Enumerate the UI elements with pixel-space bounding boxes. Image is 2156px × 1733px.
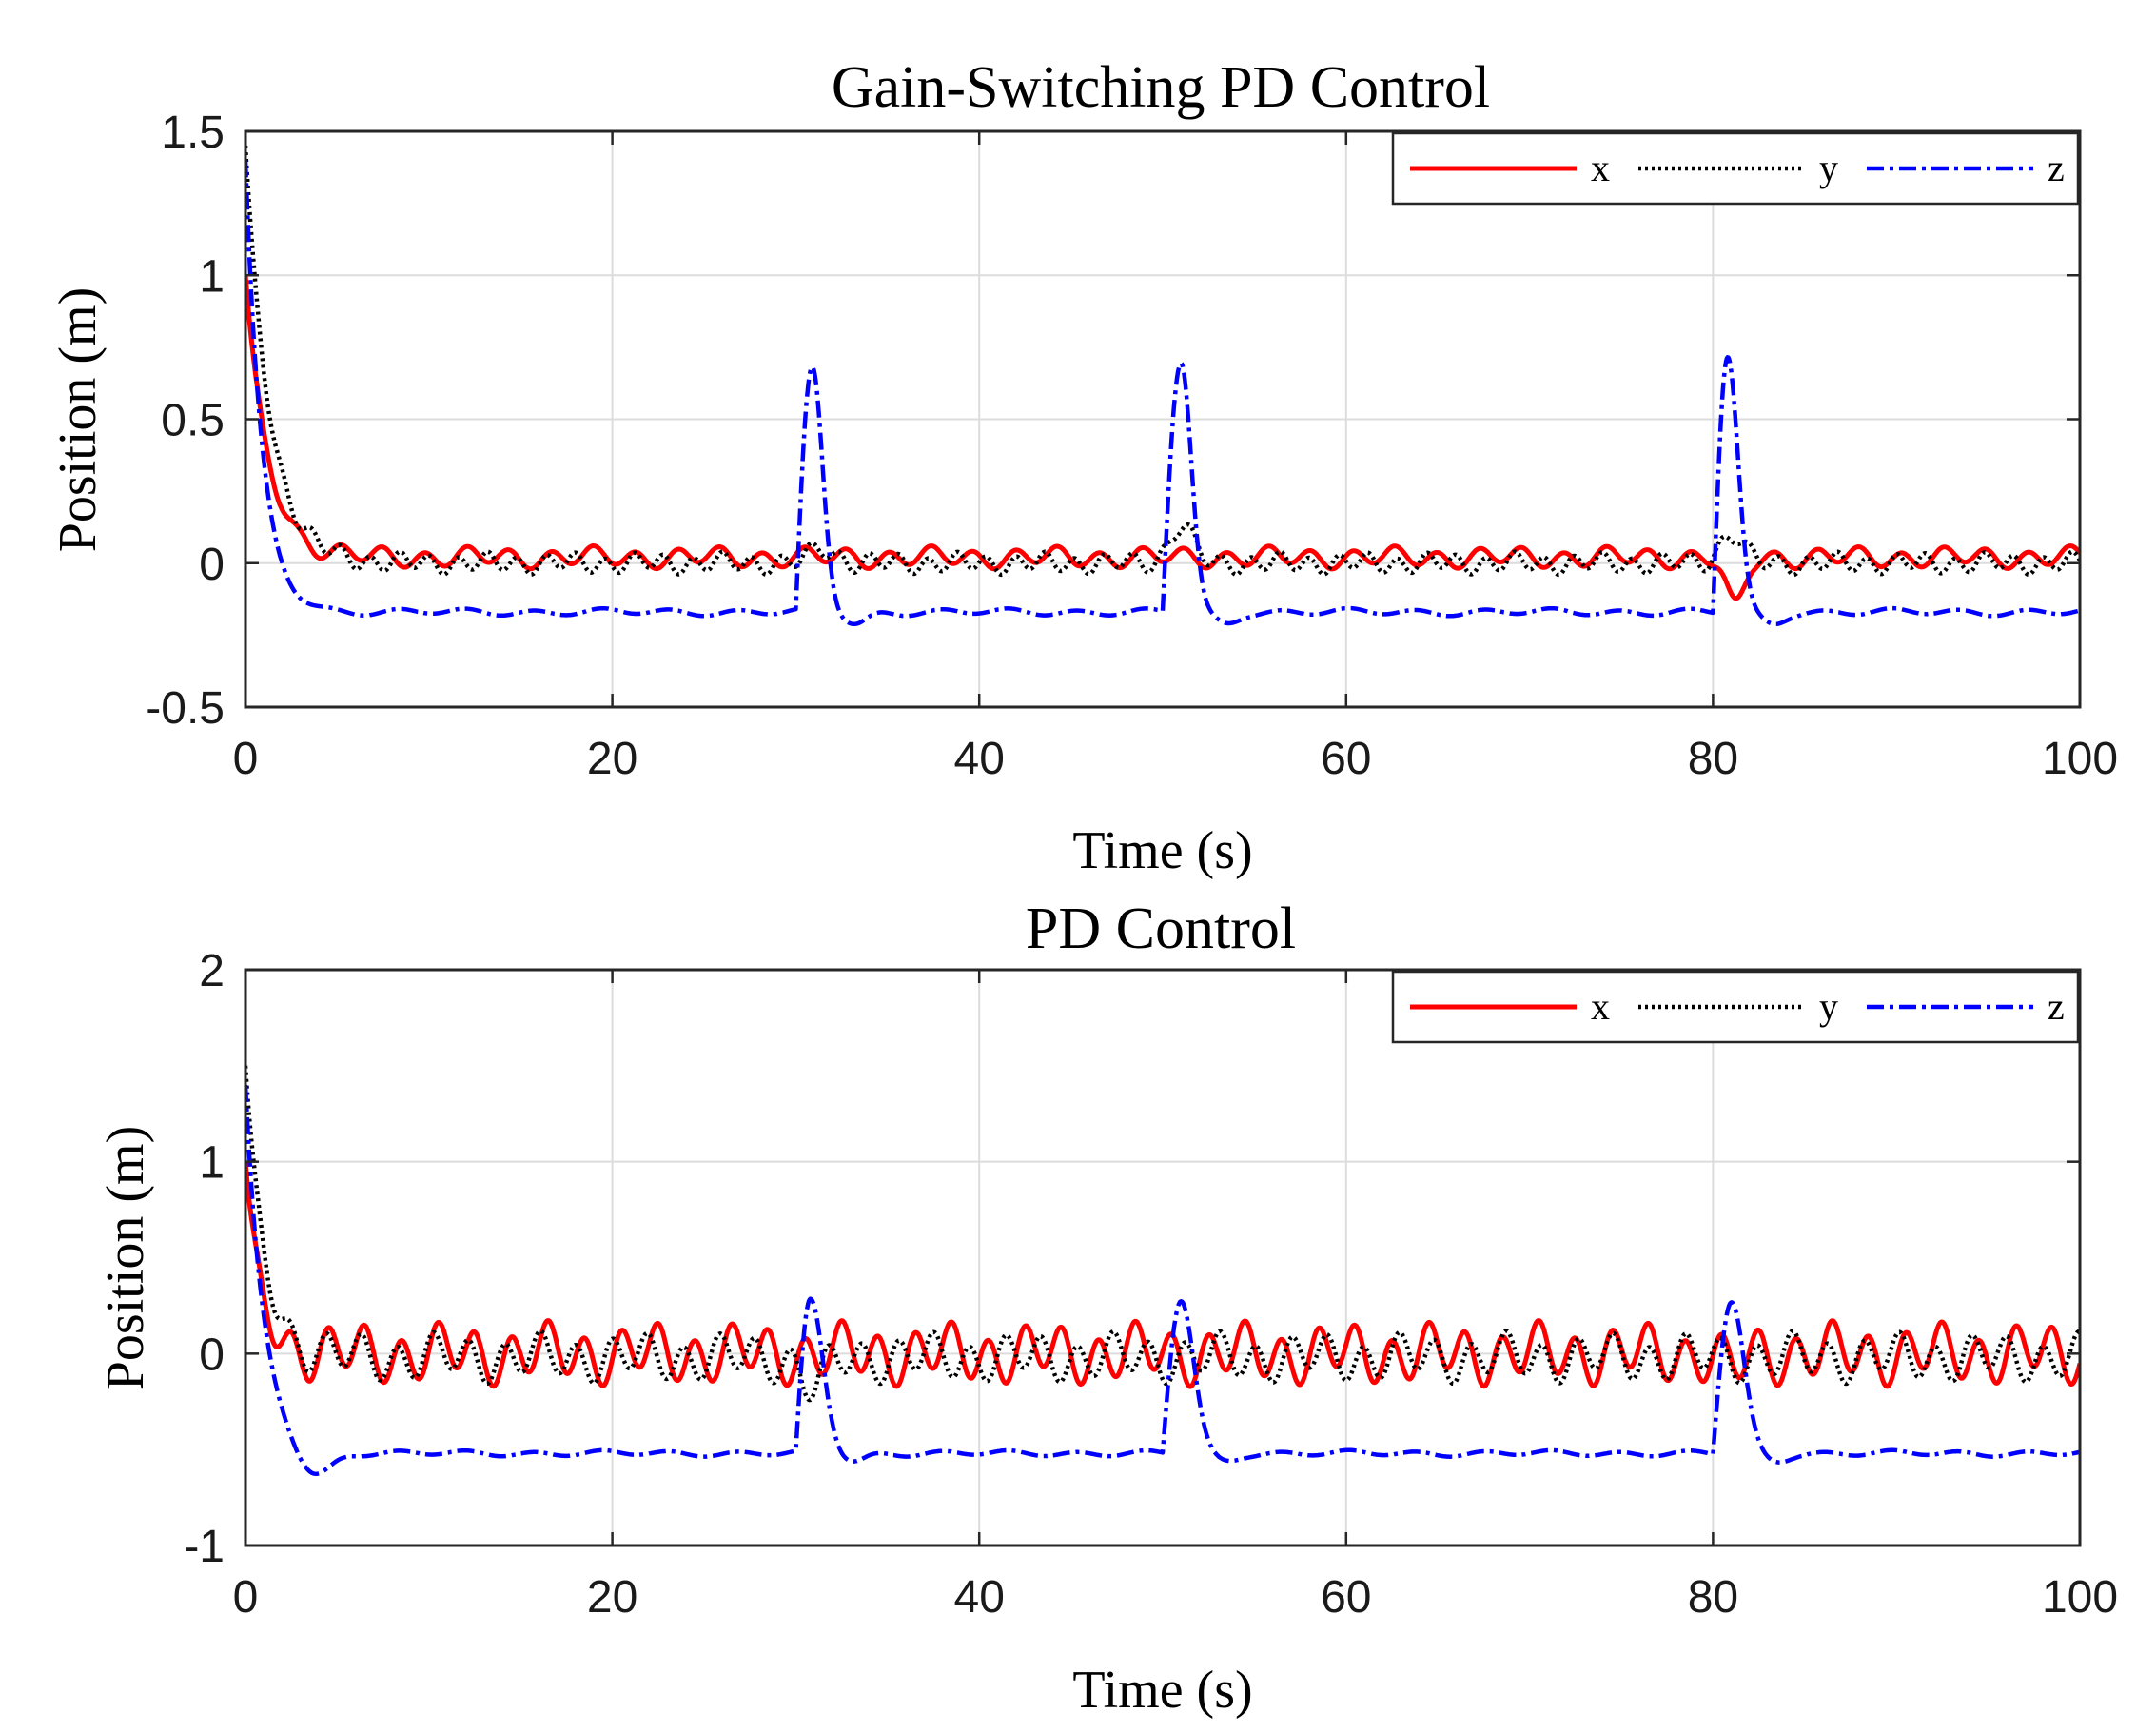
axes-box: [244, 968, 2082, 1547]
legend: x y z: [1391, 131, 2080, 206]
legend-label-y: y: [1819, 985, 1838, 1028]
x-tick-label: 60: [1321, 1572, 1371, 1623]
x-tick-label: 40: [954, 1572, 1005, 1623]
chart-gain-switching: Gain-Switching PD Control 0 20 40 60 80 100 -0…: [49, 55, 2118, 880]
x-tick-label: 0: [233, 1572, 259, 1623]
legend-label-y: y: [1819, 147, 1838, 189]
x-axis-label: Time (s): [1072, 821, 1252, 880]
x-tick-label: 20: [587, 1572, 637, 1623]
ticks: 0 20 40 60 80 100-0.500.511.5: [146, 108, 2118, 784]
legend-label-z: z: [2048, 147, 2065, 189]
y-tick-label: 0: [199, 1329, 225, 1380]
x-tick-label: 60: [1321, 734, 1371, 784]
y-tick-label: 0: [199, 540, 225, 590]
y-tick-label: 1.5: [161, 108, 225, 158]
x-tick-label: 20: [587, 734, 637, 784]
legend-label-x: x: [1591, 147, 1610, 189]
series-z-line: [245, 160, 2080, 627]
x-axis-label: Time (s): [1072, 1661, 1252, 1720]
x-tick-label: 100: [2042, 734, 2118, 784]
y-tick-label: 1: [199, 251, 225, 302]
x-tick-label: 100: [2042, 1572, 2118, 1623]
y-axis-label: Position (m): [96, 1126, 155, 1390]
series-layer: [245, 1065, 2080, 1477]
y-axis-label: Position (m): [49, 287, 108, 552]
x-tick-label: 40: [954, 734, 1005, 784]
y-tick-label: -1: [184, 1522, 225, 1572]
x-tick-label: 80: [1688, 1572, 1738, 1623]
legend: x y z: [1391, 970, 2080, 1044]
x-tick-label: 80: [1688, 734, 1738, 784]
y-tick-label: 2: [199, 946, 225, 996]
y-tick-label: 0.5: [161, 396, 225, 446]
y-tick-label: -0.5: [146, 683, 225, 734]
x-tick-label: 0: [233, 734, 259, 784]
series-y-line: [245, 145, 2080, 578]
chart-title: PD Control: [1026, 896, 1296, 961]
y-tick-label: 1: [199, 1138, 225, 1189]
series-z-line: [245, 1084, 2080, 1477]
legend-label-x: x: [1591, 985, 1610, 1028]
series-layer: [245, 145, 2080, 627]
series-x-line: [245, 1161, 2080, 1389]
legend-label-z: z: [2048, 985, 2065, 1028]
chart-title: Gain-Switching PD Control: [832, 55, 1490, 120]
series-y-line: [245, 1065, 2080, 1403]
series-x-line: [245, 275, 2080, 601]
